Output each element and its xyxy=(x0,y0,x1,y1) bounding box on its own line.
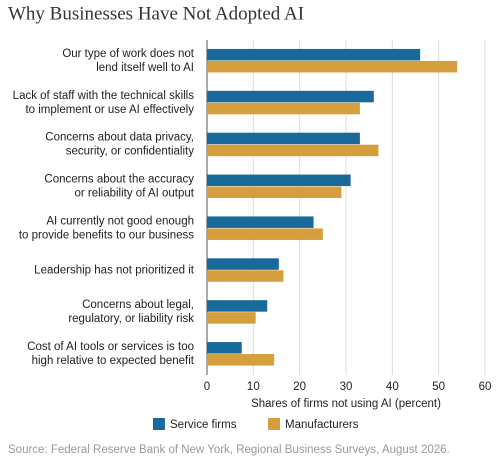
x-tick-label: 10 xyxy=(247,381,260,393)
x-tick-label: 20 xyxy=(293,381,306,393)
bar xyxy=(207,60,458,73)
legend-swatch xyxy=(153,418,165,430)
bar xyxy=(207,312,256,324)
y-tick-label: Concerns about the accuracy or reliabilit… xyxy=(44,174,194,200)
legend-label: Manufacturers xyxy=(285,419,359,431)
x-tick-label: 50 xyxy=(432,381,445,393)
y-tick-label: Leadership has not prioritized it xyxy=(34,264,195,276)
bar xyxy=(207,228,323,240)
x-tick-label: 60 xyxy=(479,381,492,393)
bar xyxy=(207,216,314,228)
y-tick-label: Cost of AI tools or services is too high … xyxy=(27,341,195,367)
bar xyxy=(207,258,279,270)
bar xyxy=(207,144,379,157)
bar xyxy=(207,132,360,145)
bar xyxy=(207,354,275,366)
legend-label: Service firms xyxy=(170,419,237,431)
x-tick-label: 30 xyxy=(340,381,353,393)
bar xyxy=(207,300,268,312)
y-tick-label: Our type of work does not lend itself wel… xyxy=(62,48,194,74)
bar xyxy=(207,174,351,187)
y-tick-label: Lack of staff with the technical skills t… xyxy=(13,90,195,116)
bar xyxy=(207,48,421,61)
bar xyxy=(207,90,374,103)
x-tick-label: 40 xyxy=(386,381,399,393)
y-tick-label: Concerns about data privacy, security, or… xyxy=(45,132,194,158)
chart-title: Why Businesses Have Not Adopted AI xyxy=(8,3,304,24)
y-tick-label: Concerns about legal, regulatory, or liab… xyxy=(68,299,194,325)
bar xyxy=(207,342,242,354)
x-tick-label: 0 xyxy=(204,381,210,393)
bar xyxy=(207,270,284,282)
y-tick-label: AI currently not good enough to provide b… xyxy=(19,215,194,241)
x-axis-title: Shares of firms not using AI (percent) xyxy=(251,398,441,410)
bar xyxy=(207,102,360,115)
bar xyxy=(207,186,342,199)
source-note: Source: Federal Reserve Bank of New York… xyxy=(8,444,450,456)
legend-swatch xyxy=(268,418,280,430)
